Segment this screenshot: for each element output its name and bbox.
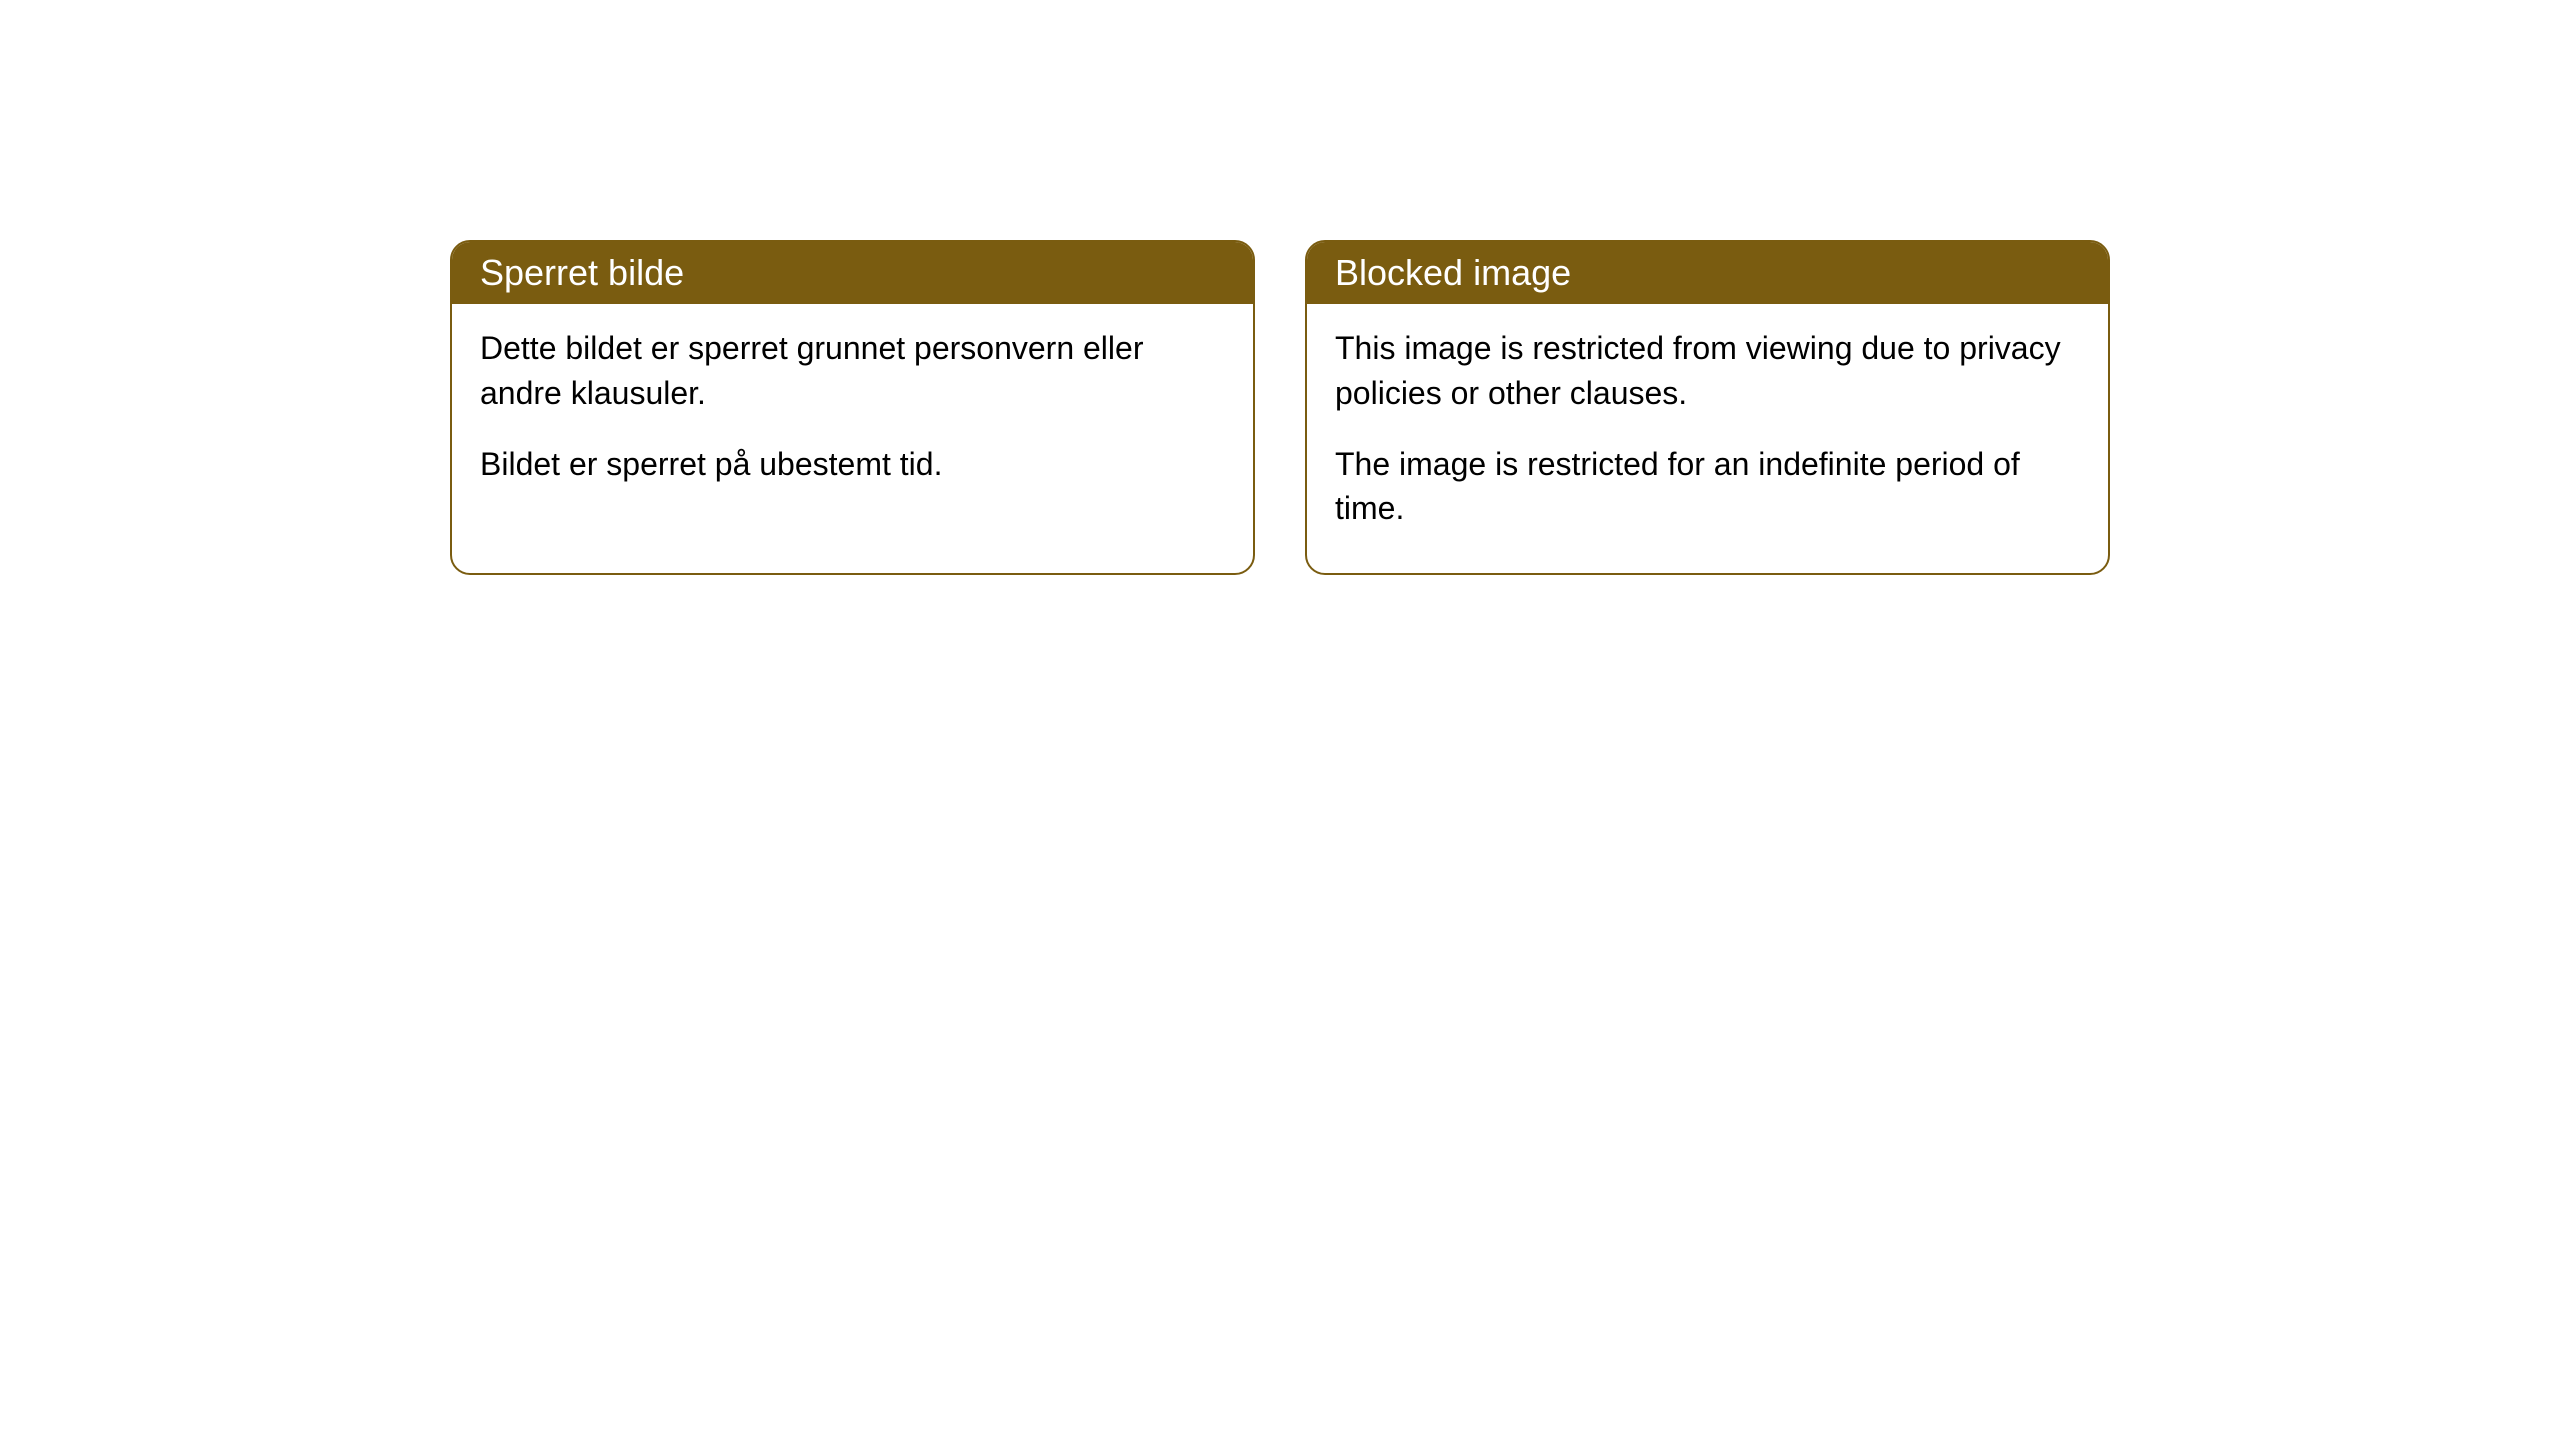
paragraph-1: Dette bildet er sperret grunnet personve… — [480, 326, 1225, 416]
notice-body-english: This image is restricted from viewing du… — [1307, 304, 2108, 573]
notice-card-english: Blocked image This image is restricted f… — [1305, 240, 2110, 575]
paragraph-2: Bildet er sperret på ubestemt tid. — [480, 442, 1225, 487]
notice-header-norwegian: Sperret bilde — [452, 242, 1253, 304]
notice-container: Sperret bilde Dette bildet er sperret gr… — [450, 240, 2110, 575]
paragraph-2: The image is restricted for an indefinit… — [1335, 442, 2080, 532]
header-text: Sperret bilde — [480, 252, 684, 293]
notice-body-norwegian: Dette bildet er sperret grunnet personve… — [452, 304, 1253, 528]
notice-card-norwegian: Sperret bilde Dette bildet er sperret gr… — [450, 240, 1255, 575]
notice-header-english: Blocked image — [1307, 242, 2108, 304]
paragraph-1: This image is restricted from viewing du… — [1335, 326, 2080, 416]
header-text: Blocked image — [1335, 252, 1571, 293]
